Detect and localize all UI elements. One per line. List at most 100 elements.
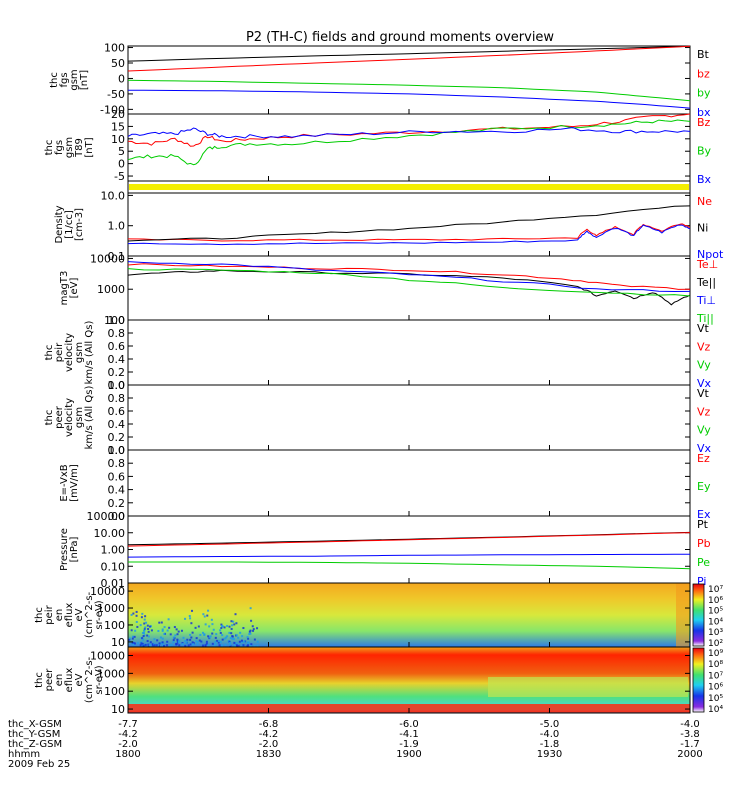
- spectrogram-cell: [203, 615, 206, 618]
- spectrogram-cell: [223, 637, 226, 640]
- legend-Pt: Pt: [697, 518, 709, 531]
- spectrogram-cell: [144, 626, 147, 629]
- y-axis-label-line: gsm: [64, 137, 75, 158]
- y-tick-label: 0.0: [108, 510, 126, 523]
- spectrogram-cell: [178, 644, 181, 647]
- spectrogram-cell: [176, 639, 179, 642]
- spectrogram-cell: [228, 641, 231, 644]
- spectrogram-image: [128, 583, 690, 647]
- colorbar-tick-label: 10³: [708, 628, 723, 638]
- spectrogram-cell: [172, 636, 175, 639]
- xaxis-tick-label: -1.8: [540, 739, 560, 750]
- y-tick-label: 10: [111, 636, 125, 649]
- y-tick-label: 0.8: [108, 457, 126, 470]
- spectrogram-cell: [135, 620, 138, 623]
- spectrogram-cell: [143, 629, 146, 632]
- spectrogram-cell: [196, 643, 199, 646]
- legend-Te||: Te||: [696, 276, 716, 289]
- spectrogram-cell: [191, 641, 194, 644]
- spectrogram-cell: [156, 639, 159, 642]
- spectrogram-cell: [220, 623, 223, 626]
- y-axis-label-line: gsm: [69, 69, 80, 90]
- spectrogram-cell: [142, 635, 145, 638]
- panel-frame: [127, 113, 691, 182]
- y-tick-label: 0.2: [108, 497, 126, 510]
- spectrogram-cell: [134, 629, 137, 632]
- y-tick-label: 10000: [90, 585, 125, 598]
- y-axis-label-line: [cm-3]: [74, 208, 85, 241]
- spectrogram-cell: [247, 637, 250, 640]
- spectrogram-cell: [147, 635, 150, 638]
- spectrogram-cell: [239, 631, 242, 634]
- spectrogram-cell: [184, 639, 187, 642]
- y-axis-label-line: [1/cc]: [64, 210, 75, 239]
- y-tick-label: 0.4: [108, 484, 126, 497]
- spectrogram-cell: [220, 627, 223, 630]
- legend-bx: bx: [697, 106, 711, 119]
- legend-Vy: Vy: [697, 359, 711, 372]
- spectrogram-cell: [175, 642, 178, 645]
- spectrogram-cell: [233, 623, 236, 626]
- spectrogram-cell: [143, 627, 146, 630]
- xaxis-row-label: thc_X-GSM: [8, 719, 62, 730]
- spectrogram-cell: [199, 633, 202, 636]
- legend-Vx: Vx: [697, 442, 712, 455]
- y-axis-label-line: km/s (All Qs): [84, 321, 95, 385]
- panel-frame: [127, 192, 691, 257]
- xaxis-tick-label: 1800: [115, 749, 140, 760]
- spectrogram-cell: [218, 640, 221, 643]
- y-tick-label: 100: [104, 314, 125, 327]
- spectrogram-cell: [234, 613, 237, 616]
- y-axis-label: thcpeirenefluxeV(cm^2-s-sr-eV): [34, 591, 105, 638]
- series-line-Ni: [127, 205, 691, 242]
- spectrogram-cell: [144, 643, 147, 646]
- series-line-By: [127, 119, 691, 166]
- spectrogram-cell: [161, 637, 164, 640]
- spectrogram-cell: [256, 640, 259, 643]
- spectrogram-cell: [241, 635, 244, 638]
- y-axis-label-line: fgs: [54, 140, 65, 155]
- spectrogram-cell: [181, 642, 184, 645]
- y-tick-label: 1.0: [108, 379, 126, 392]
- spectrogram-cell: [218, 644, 221, 647]
- panel-frame: [127, 45, 691, 115]
- spectrogram-cell: [235, 644, 238, 647]
- series-line-Pi: [127, 553, 690, 558]
- panel-frame: [127, 515, 691, 584]
- spectrogram-cell: [249, 607, 252, 610]
- spectrogram-cell: [141, 637, 144, 640]
- spectrogram-cell: [209, 635, 212, 638]
- colorbar-tick-label: 10⁷: [708, 585, 723, 595]
- series-line-bz: [127, 45, 691, 72]
- spectrogram-cell: [168, 626, 171, 629]
- spectrogram-cell: [176, 638, 179, 641]
- spectrogram-cell: [184, 617, 187, 620]
- y-axis-label-line: eV: [74, 608, 85, 621]
- y-tick-label: 0.8: [108, 392, 126, 405]
- spectrogram-cell: [175, 628, 178, 631]
- y-axis-label-line: en: [54, 674, 65, 687]
- y-axis-label-line: peer: [54, 405, 65, 429]
- panel-9: 10⁷10⁶10⁵10⁴10³10²10000100010010thcpeire…: [34, 582, 723, 649]
- legend-Pi: Pi: [697, 575, 706, 588]
- y-tick-label: 100: [104, 685, 125, 698]
- spectrogram-cell: [188, 614, 191, 617]
- spectrogram-cell: [189, 638, 192, 641]
- y-axis-label-line: eflux: [64, 668, 75, 693]
- spectrogram-cell: [249, 632, 252, 635]
- spectrogram-cell: [221, 634, 224, 637]
- y-tick-label: 100: [104, 42, 125, 55]
- spectrogram-cell: [252, 629, 255, 632]
- series-line-bx: [127, 89, 691, 109]
- xaxis-tick-label: -4.0: [680, 719, 700, 730]
- spectrogram-cell: [219, 629, 222, 632]
- spectrogram-cell: [219, 631, 222, 634]
- spectrogram-cell: [192, 642, 195, 645]
- colorbar-tick-label: 10⁷: [708, 671, 723, 681]
- y-axis-label-line: (cm^2-s-: [84, 591, 95, 638]
- colorbar-tick-label: 10⁴: [708, 617, 723, 627]
- y-axis-label-line: T89: [74, 138, 85, 158]
- spectrogram-cell: [237, 636, 240, 639]
- y-tick-label: 0.6: [108, 470, 126, 483]
